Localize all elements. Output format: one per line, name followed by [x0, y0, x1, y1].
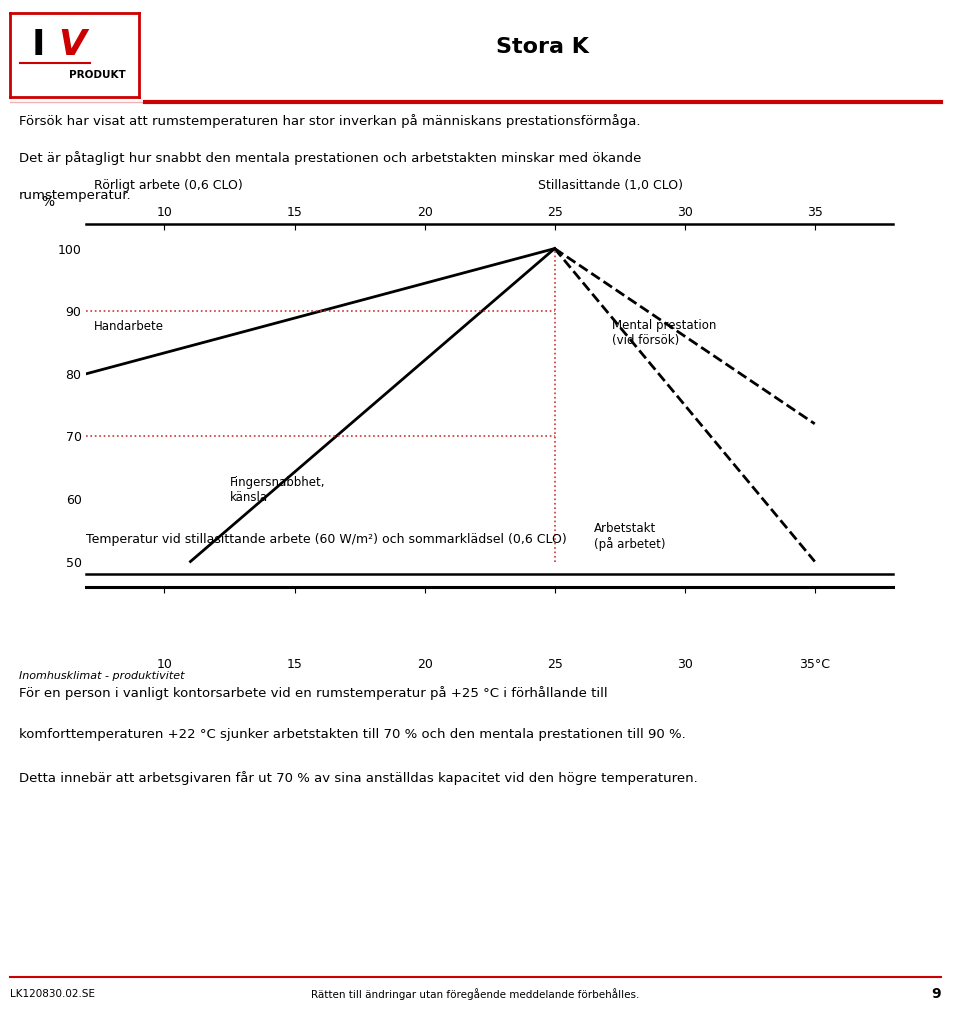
Text: Rörligt arbete (0,6 CLO): Rörligt arbete (0,6 CLO) — [94, 179, 243, 192]
Text: Stora K: Stora K — [496, 37, 588, 57]
Text: LK120830.02.SE: LK120830.02.SE — [10, 990, 95, 1000]
Text: Rätten till ändringar utan föregående meddelande förbehålles.: Rätten till ändringar utan föregående me… — [311, 989, 639, 1001]
Text: Fingersnabbhet,
känsla: Fingersnabbhet, känsla — [229, 475, 325, 504]
Text: Inomhusklimat - produktivitet: Inomhusklimat - produktivitet — [19, 671, 184, 681]
Text: Temperatur vid stillasittande arbete (60 W/m²) och sommarklädsel (0,6 CLO): Temperatur vid stillasittande arbete (60… — [86, 533, 567, 547]
Text: Det är påtagligt hur snabbt den mentala prestationen och arbetstakten minskar me: Det är påtagligt hur snabbt den mentala … — [19, 151, 641, 166]
Text: PRODUKT: PRODUKT — [69, 70, 126, 80]
Text: rumstemperatur.: rumstemperatur. — [19, 189, 132, 202]
Text: Försök har visat att rumstemperaturen har stor inverkan på människans prestation: Försök har visat att rumstemperaturen ha… — [19, 114, 640, 128]
Text: Arbetstakt
(på arbetet): Arbetstakt (på arbetet) — [593, 522, 665, 551]
Text: För en person i vanligt kontorsarbete vid en rumstemperatur på +25 °C i förhålla: För en person i vanligt kontorsarbete vi… — [19, 686, 608, 700]
Text: V: V — [58, 27, 85, 62]
Text: %: % — [41, 195, 55, 209]
Text: 9: 9 — [931, 988, 941, 1002]
Text: Handarbete: Handarbete — [94, 320, 164, 333]
Text: Detta innebär att arbetsgivaren får ut 70 % av sina anställdas kapacitet vid den: Detta innebär att arbetsgivaren får ut 7… — [19, 771, 698, 784]
Text: I: I — [32, 27, 45, 62]
Text: Mental prestation
(vid försök): Mental prestation (vid försök) — [612, 319, 716, 347]
Text: komforttemperaturen +22 °C sjunker arbetstakten till 70 % och den mentala presta: komforttemperaturen +22 °C sjunker arbet… — [19, 728, 686, 742]
Text: Stillasittande (1,0 CLO): Stillasittande (1,0 CLO) — [538, 179, 683, 192]
